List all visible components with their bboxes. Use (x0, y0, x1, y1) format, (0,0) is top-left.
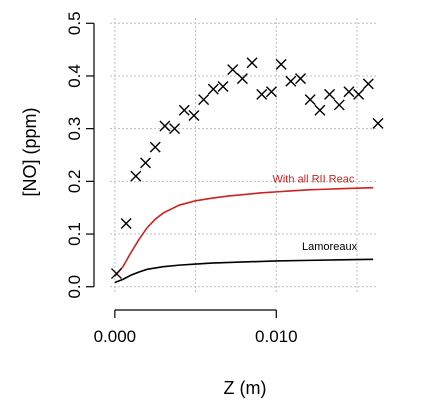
scatter-point-1 (120, 218, 132, 229)
scatter-point-16 (265, 86, 277, 98)
scatter-point-20 (304, 94, 316, 106)
scatter-point-13 (236, 73, 248, 85)
x-axis-title: Z (m) (224, 378, 267, 398)
scatter-point-14 (246, 57, 258, 69)
scatter-point-21 (314, 104, 326, 116)
scatter-point-15 (256, 88, 268, 100)
y-tick-label-3: 0.3 (65, 117, 84, 141)
scatter-point-17 (275, 58, 287, 70)
y-tick-label-2: 0.2 (65, 170, 84, 194)
scatter-point-24 (343, 86, 355, 98)
scatter-point-6 (169, 123, 181, 135)
scatter-point-9 (198, 94, 210, 106)
axes: 0.0 0.1 0.2 0.3 0.4 0.5 0.000 0.010 (65, 11, 298, 346)
y-tick-label-4: 0.4 (65, 64, 84, 88)
scatter-point-26 (362, 78, 374, 90)
grid (110, 18, 378, 292)
scatter-point-22 (324, 88, 336, 100)
scatter-point-10 (207, 83, 219, 95)
scatter-point-0 (110, 268, 122, 280)
scatter-point-5 (159, 120, 171, 132)
y-tick-label-5: 0.5 (65, 11, 84, 35)
scatter-point-2 (130, 170, 142, 182)
x-tick-label-1: 0.010 (255, 327, 298, 346)
annotation-0: With all RII Reac (272, 173, 354, 185)
y-tick-label-1: 0.1 (65, 222, 84, 246)
scatter-point-27 (372, 117, 384, 129)
scatter-point-23 (333, 99, 345, 111)
scatter-point-4 (149, 141, 161, 153)
scatter-point-7 (178, 104, 190, 116)
scatter-point-8 (188, 109, 200, 121)
scatter-point-25 (353, 88, 365, 100)
plot-area (114, 186, 374, 284)
scatter-point-3 (140, 157, 152, 169)
series-line-1 (114, 186, 374, 277)
annotation-1: Lamoreaux (302, 241, 358, 253)
scatter-point-12 (227, 64, 239, 76)
scatter-markers (110, 57, 384, 280)
scatter-point-19 (295, 73, 307, 85)
x-tick-label-0: 0.000 (94, 327, 137, 346)
scatter-point-18 (285, 75, 297, 87)
series-line-2 (114, 258, 374, 284)
annotations: With all RII Reac Lamoreaux (272, 173, 357, 252)
y-axis-title: [NO] (ppm) (20, 107, 40, 196)
scatter-point-11 (217, 81, 229, 92)
y-tick-label-0: 0.0 (65, 275, 84, 299)
